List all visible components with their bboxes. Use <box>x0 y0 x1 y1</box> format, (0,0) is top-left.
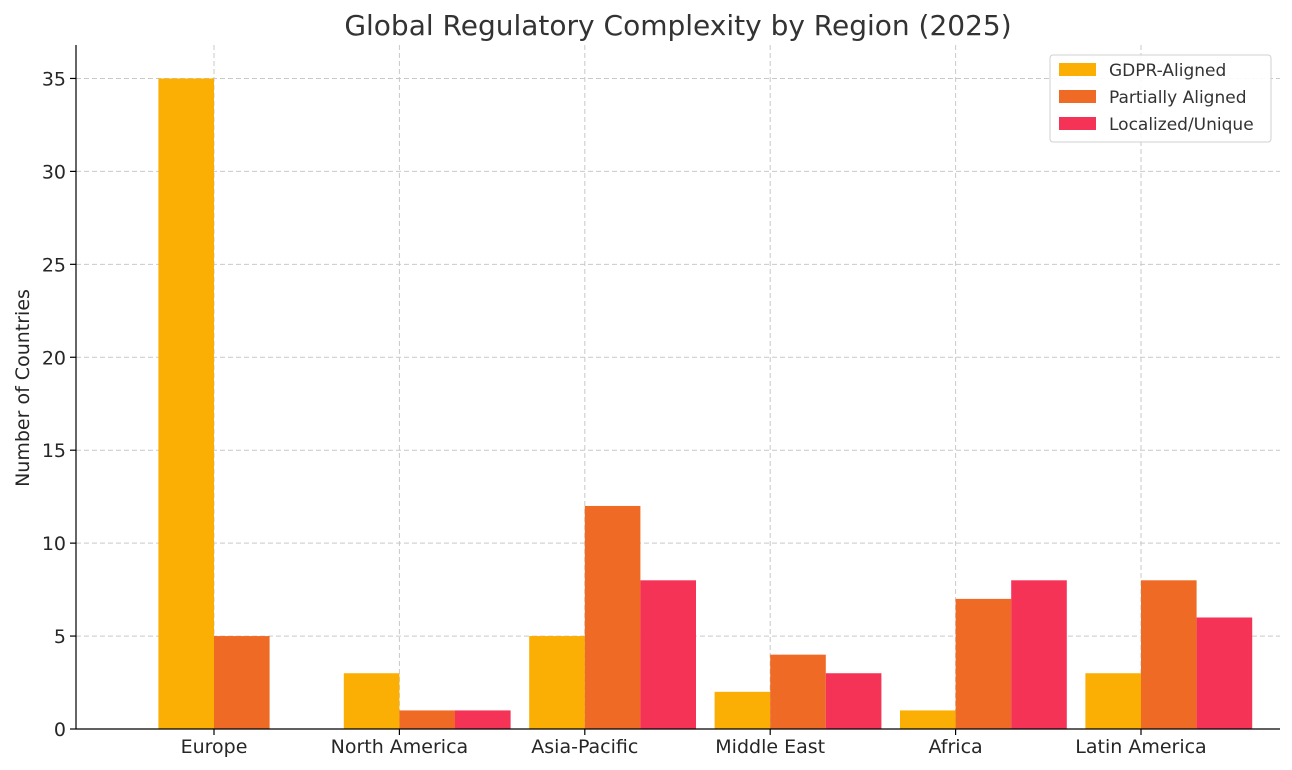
bar-partially-aligned-africa <box>955 598 1012 729</box>
y-tick-label: 10 <box>42 533 66 555</box>
bar-gdpr-aligned-europe <box>158 78 214 729</box>
x-tick-label: Europe <box>181 736 248 758</box>
y-axis-label: Number of Countries <box>12 289 34 487</box>
bar-partially-aligned-europe <box>214 636 270 729</box>
legend-label: Localized/Unique <box>1109 115 1254 135</box>
bar-localized-unique-latin-america <box>1196 617 1253 729</box>
bars <box>158 78 1253 729</box>
bar-partially-aligned-asia-pacific <box>584 505 641 729</box>
bar-gdpr-aligned-asia-pacific <box>529 636 585 729</box>
y-tick-label: 35 <box>42 68 66 90</box>
bar-gdpr-aligned-middle-east <box>714 691 771 729</box>
y-tick-label: 5 <box>54 626 66 648</box>
y-tick-label: 0 <box>54 719 66 741</box>
y-axis-ticks: 0 5 10 15 20 25 30 35 <box>42 68 76 741</box>
bar-gdpr-aligned-africa <box>900 710 956 729</box>
legend-swatch <box>1059 63 1096 76</box>
bar-partially-aligned-latin-america <box>1141 580 1197 729</box>
legend-swatch <box>1059 117 1096 130</box>
legend-label: Partially Aligned <box>1109 88 1247 108</box>
x-tick-label: Latin America <box>1075 736 1206 758</box>
y-tick-label: 15 <box>42 440 66 462</box>
legend-label: GDPR-Aligned <box>1109 61 1226 81</box>
bar-localized-unique-north-america <box>455 710 511 729</box>
bar-partially-aligned-middle-east <box>770 654 826 729</box>
x-tick-label: Africa <box>928 736 982 758</box>
x-tick-label: Middle East <box>715 736 825 758</box>
bar-localized-unique-middle-east <box>825 673 882 729</box>
chart-title: Global Regulatory Complexity by Region (… <box>344 9 1011 42</box>
bar-gdpr-aligned-north-america <box>343 673 400 729</box>
y-tick-label: 25 <box>42 254 66 276</box>
bar-gdpr-aligned-latin-america <box>1085 673 1141 729</box>
bar-partially-aligned-north-america <box>399 710 455 729</box>
x-tick-label: North America <box>331 736 469 758</box>
legend-box <box>1049 54 1272 143</box>
bar-localized-unique-africa <box>1011 580 1067 729</box>
x-tick-label: Asia-Pacific <box>531 736 638 758</box>
legend-swatch <box>1059 90 1096 103</box>
bar-localized-unique-asia-pacific <box>640 580 696 729</box>
y-tick-label: 30 <box>42 161 66 183</box>
legend: GDPR-Aligned Partially Aligned Localized/U… <box>1049 54 1272 143</box>
x-axis-ticks: Europe North America Asia-Pacific Middle Ea… <box>181 729 1207 758</box>
y-tick-label: 20 <box>42 347 66 369</box>
